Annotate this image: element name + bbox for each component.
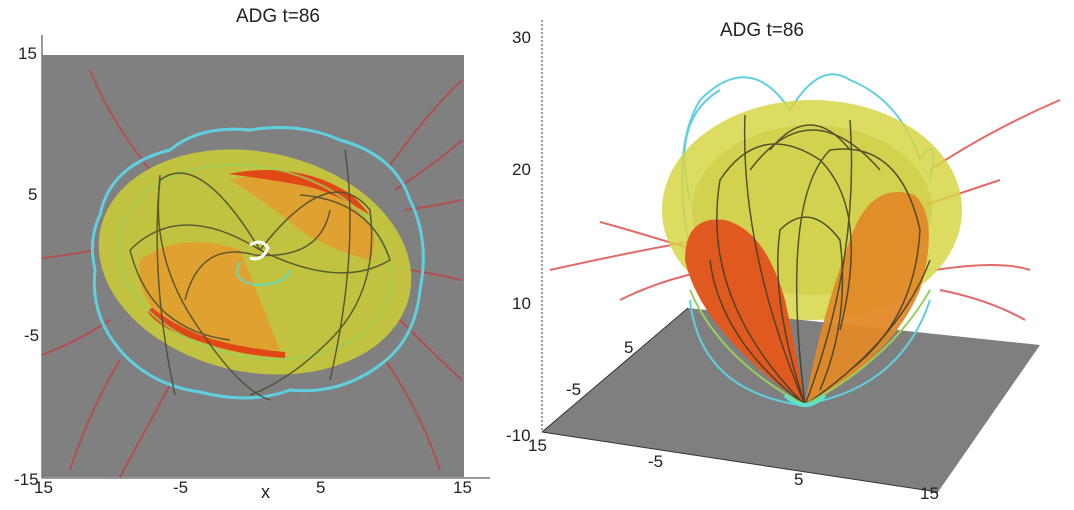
top-view-title: ADG t=86 (236, 6, 320, 27)
lobe-right (805, 192, 929, 405)
y-tick: -15 (14, 470, 39, 489)
y-axis-line (541, 307, 689, 433)
spiral-arm-lower (147, 307, 286, 358)
center-cyan-curl (236, 261, 291, 287)
cyan-boundary (90, 126, 425, 400)
y-tick: 15 (18, 44, 37, 63)
dark-field-lines (129, 149, 391, 401)
perspective-view-panel: ADG t=86 30 20 10 -10 5 -5 15 -5 5 15 (506, 0, 1074, 510)
y-tick: -5 (24, 326, 40, 345)
z-tick: 10 (512, 294, 531, 313)
y-tick: -5 (566, 380, 582, 399)
z-tick: 20 (512, 160, 531, 179)
perspective-view-title: ADG t=86 (720, 20, 804, 41)
x-tick: 15 (920, 484, 939, 503)
footpoint (783, 393, 827, 407)
perspective-view-plot (541, 20, 1061, 493)
y-tick: 5 (624, 338, 634, 357)
x-tick: 15 (453, 478, 472, 497)
top-view-panel: ADG t=86 15 5 -5 -15 15 -5 5 15 x (0, 0, 520, 510)
y-tick: 15 (528, 436, 547, 455)
dark-field-lines (709, 114, 931, 406)
red-field-lines (41, 69, 463, 478)
x-tick: -5 (173, 478, 189, 497)
x-axis-line (541, 431, 939, 493)
top-view-plot (41, 35, 490, 479)
x-tick: -5 (648, 452, 664, 471)
y-tick: 5 (28, 185, 38, 204)
x-tick: 5 (316, 478, 326, 497)
x-axis-label: x (261, 482, 270, 502)
x-tick: 15 (34, 478, 53, 497)
inner-ring (117, 163, 393, 361)
z-tick: 30 (512, 28, 531, 47)
lobe-left (685, 219, 805, 405)
x-tick: 5 (794, 470, 804, 489)
z-tick: -10 (506, 426, 531, 445)
center-spiral (249, 240, 270, 261)
